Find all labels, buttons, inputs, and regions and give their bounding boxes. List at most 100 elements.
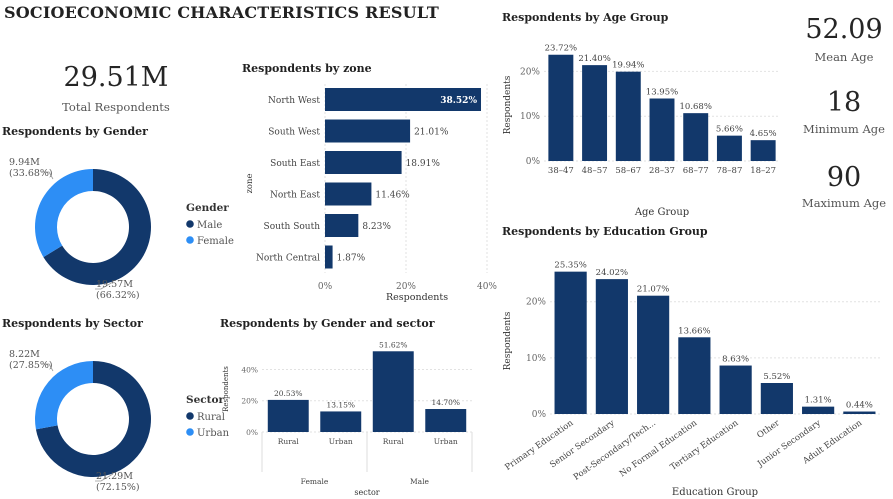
- gender-legend-female: Female: [197, 236, 234, 247]
- gs-bar: [372, 351, 414, 432]
- gender-leader-female: [43, 171, 54, 180]
- zone-y-tick: South East: [270, 159, 320, 169]
- edu-x-tick: Post-Secondary/Tech...: [572, 418, 658, 482]
- zone-bar: [325, 214, 359, 237]
- edu-bar: [554, 271, 587, 414]
- zone-bar: [325, 182, 372, 206]
- sector-label-urban: 8.22M: [9, 349, 40, 360]
- age-x-tick: 38–47: [548, 166, 574, 176]
- gs-x-tick: Urban: [329, 437, 353, 446]
- age-bar: [615, 71, 641, 161]
- gender-legend-male: Male: [197, 220, 222, 231]
- edu-data-label: 8.63%: [722, 355, 749, 365]
- gs-y-tick: 40%: [241, 365, 258, 374]
- gender-label-female: 9.94M: [9, 157, 40, 168]
- age-bar: [716, 135, 742, 161]
- age-data-label: 10.68%: [680, 102, 712, 112]
- sector-legend-marker-urban: [186, 428, 194, 436]
- age-data-label: 21.40%: [578, 54, 610, 64]
- mean-age-value: 52.09: [805, 14, 883, 45]
- zone-y-axis-label: zone: [245, 173, 255, 193]
- gender-slice-male: [43, 169, 152, 285]
- edu-y-tick: 0%: [532, 410, 547, 420]
- edu-x-tick: Other: [755, 418, 782, 441]
- gender-sector-chart-title: Respondents by Gender and sector: [220, 317, 435, 330]
- zone-bar-chart: 0% 20% 40% North West 38.52% South West 21.01%…: [245, 84, 497, 303]
- gs-x-tick: Rural: [383, 437, 405, 446]
- age-bar: [582, 65, 608, 161]
- age-bar-chart: 0% 10% 20% 23.72% 38–47 21.40% 48–57 19.94% 58–6…: [503, 44, 780, 218]
- sector-legend-title: Sector: [186, 394, 225, 406]
- zone-y-tick: North East: [270, 191, 320, 201]
- total-respondents-value: 29.51M: [63, 62, 169, 93]
- gs-bar: [267, 399, 309, 432]
- edu-data-label: 5.52%: [763, 372, 790, 382]
- zone-data-label: 1.87%: [337, 254, 366, 264]
- gs-bar: [320, 411, 362, 432]
- age-data-label: 19.94%: [612, 61, 644, 71]
- edu-x-tick: Tertiary Education: [669, 418, 741, 473]
- sector-legend-urban: Urban: [197, 428, 230, 439]
- gs-x-tick: Rural: [278, 437, 300, 446]
- edu-x-axis-label: Education Group: [672, 487, 758, 498]
- zone-y-tick: North Central: [256, 254, 320, 264]
- sector-label-rural: 21.29M: [96, 471, 133, 482]
- sector-pct-urban: (27.85%): [9, 360, 53, 371]
- gs-y-axis-label: Respondents: [222, 366, 230, 412]
- edu-y-tick: 10%: [526, 354, 546, 364]
- gs-data-label: 13.15%: [326, 400, 355, 409]
- gender-legend-marker-male: [186, 220, 194, 228]
- gs-y-tick: 20%: [241, 397, 258, 406]
- zone-bar: [325, 245, 333, 269]
- gender-slice-female: [34, 169, 93, 258]
- edu-bar: [678, 337, 711, 414]
- gs-y-tick: 0%: [246, 428, 258, 437]
- age-data-label: 23.72%: [545, 44, 577, 54]
- page-title: SOCIOECONOMIC CHARACTERISTICS RESULT: [4, 3, 440, 22]
- sector-pct-rural: (72.15%): [96, 482, 140, 493]
- minimum-age-value: 18: [826, 87, 862, 118]
- sector-leader-urban: [43, 363, 54, 372]
- zone-x-tick: 20%: [396, 282, 416, 292]
- age-bar: [683, 113, 709, 161]
- sector-chart-title: Respondents by Sector: [2, 317, 143, 330]
- age-bar: [750, 140, 776, 161]
- edu-data-label: 24.02%: [596, 268, 628, 278]
- gender-chart-title: Respondents by Gender: [2, 125, 148, 138]
- age-chart-title: Respondents by Age Group: [502, 11, 669, 24]
- total-respondents-label: Total Respondents: [62, 100, 170, 114]
- age-y-axis-label: Respondents: [503, 75, 513, 134]
- education-chart-title: Respondents by Education Group: [502, 225, 708, 238]
- gs-x-tick: Urban: [434, 437, 458, 446]
- gender-legend-marker-female: [186, 236, 194, 244]
- sector-legend-rural: Rural: [197, 412, 225, 423]
- education-bar-chart: 0%10%20%25.35%Primary Education24.02%Sen…: [503, 261, 880, 498]
- sector-leader-rural: [95, 473, 114, 482]
- zone-data-label: 21.01%: [414, 128, 449, 138]
- zone-y-tick: South West: [268, 128, 320, 138]
- age-y-tick: 0%: [526, 157, 541, 167]
- edu-x-tick: No Formal Education: [618, 418, 700, 479]
- zone-y-tick: North West: [268, 96, 320, 106]
- age-x-tick: 68–77: [683, 166, 709, 176]
- age-x-tick: 78–87: [716, 166, 742, 176]
- zone-x-tick: 40%: [477, 282, 497, 292]
- age-x-tick: 58–67: [615, 166, 641, 176]
- age-x-tick: 28–37: [649, 166, 675, 176]
- gender-pct-male: (66.32%): [96, 290, 140, 301]
- age-x-tick: 18–27: [750, 166, 776, 176]
- edu-x-tick: Primary Education: [503, 418, 575, 473]
- edu-bar: [719, 365, 752, 414]
- zone-bar: [325, 119, 411, 143]
- edu-bar: [760, 383, 793, 414]
- sector-slice-rural: [35, 361, 152, 477]
- zone-chart-title: Respondents by zone: [242, 62, 372, 75]
- zone-y-tick: South South: [264, 222, 321, 232]
- gs-group-label: Female: [301, 477, 329, 486]
- zone-data-label: 18.91%: [406, 159, 441, 169]
- gs-data-label: 51.62%: [379, 340, 408, 349]
- age-y-tick: 20%: [520, 67, 540, 77]
- zone-data-label: 38.52%: [440, 96, 477, 106]
- age-data-label: 13.95%: [646, 88, 678, 98]
- mean-age-label: Mean Age: [814, 50, 874, 64]
